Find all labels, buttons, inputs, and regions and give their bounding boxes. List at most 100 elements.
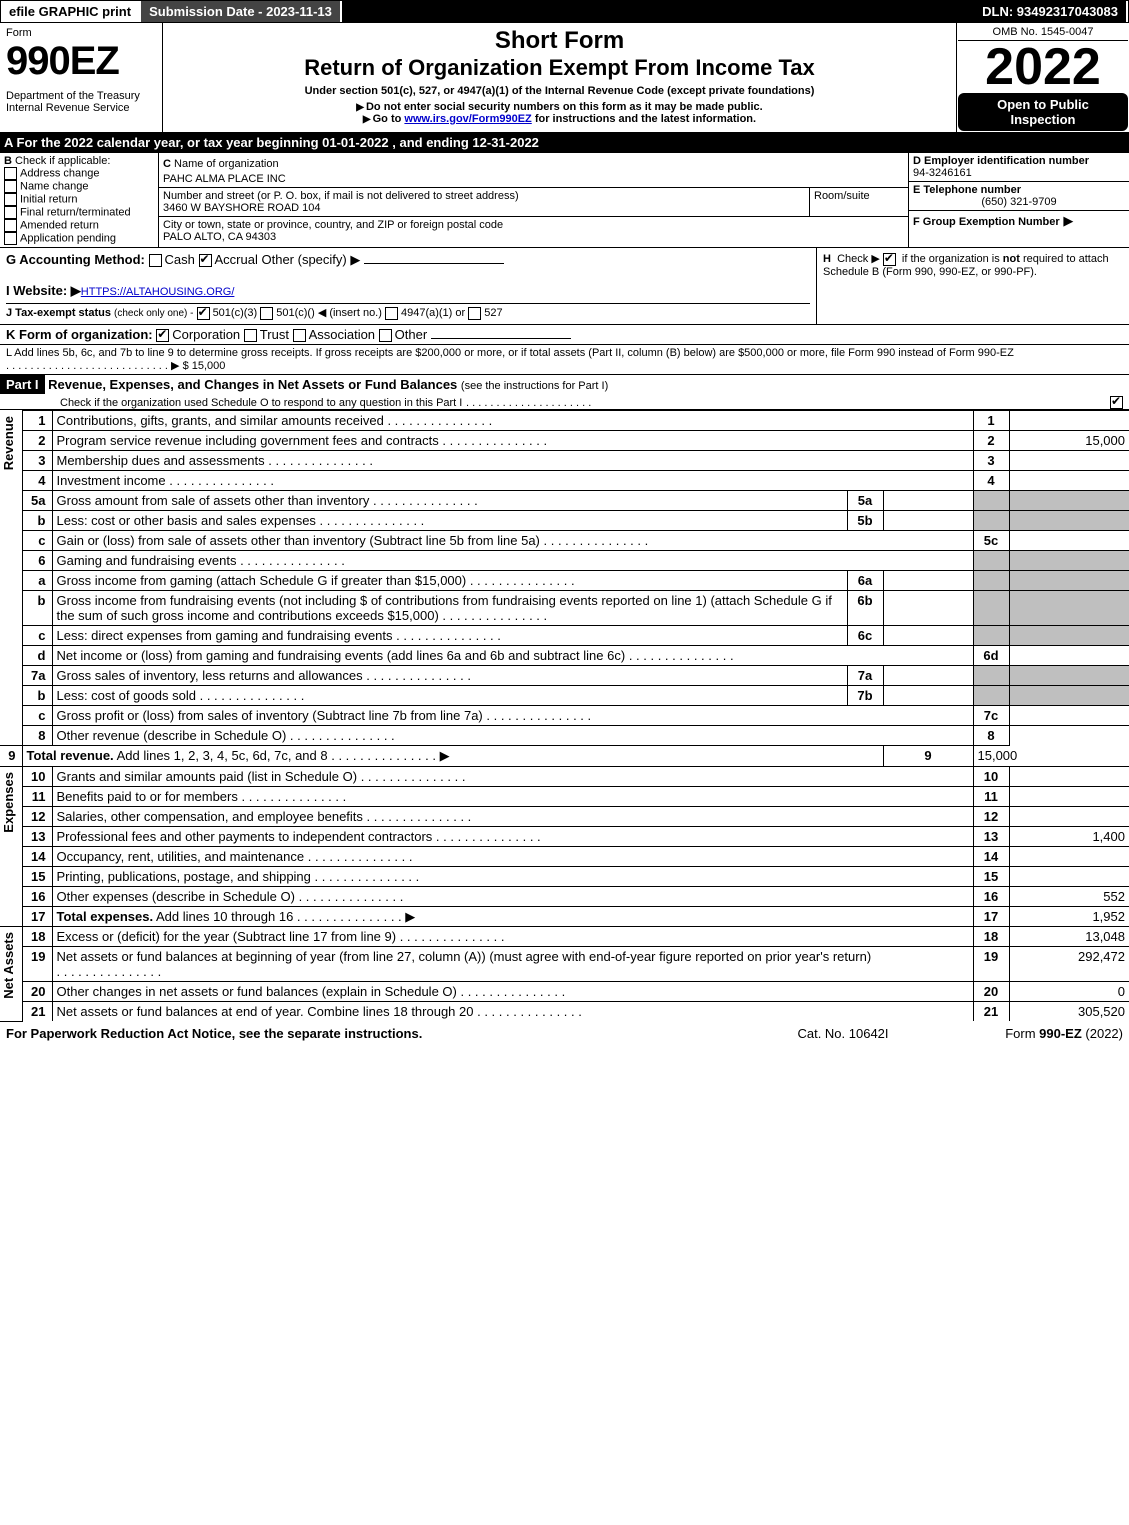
line-value: 15,000 (973, 746, 1009, 767)
j-527: 527 (484, 307, 502, 319)
j-527-checkbox[interactable] (468, 307, 481, 320)
efile-print[interactable]: efile GRAPHIC print (1, 1, 141, 22)
open-to-public: Open to Public Inspection (958, 93, 1128, 131)
line-value (1009, 471, 1129, 491)
accrual-checkbox[interactable] (199, 254, 212, 267)
line-number: 11 (22, 786, 52, 806)
sub-val (883, 686, 973, 706)
line-box: 12 (973, 806, 1009, 826)
line-text: Professional fees and other payments to … (52, 826, 973, 846)
j-501c-checkbox[interactable] (260, 307, 273, 320)
line-text: Other expenses (describe in Schedule O) … (52, 886, 973, 906)
sub-val (883, 591, 973, 626)
line-number: 20 (22, 982, 52, 1002)
line-text: Gaming and fundraising events . . . . . … (52, 551, 973, 571)
line-text: Gross sales of inventory, less returns a… (52, 666, 847, 686)
sub-box: 6c (847, 626, 883, 646)
k-trust-checkbox[interactable] (244, 329, 257, 342)
part1-label: Part I (0, 375, 45, 394)
j-501c3: 501(c)(3) (213, 307, 258, 319)
j-note: (check only one) - (114, 308, 193, 319)
b-option-checkbox[interactable] (4, 180, 17, 193)
street: 3460 W BAYSHORE ROAD 104 (163, 202, 805, 214)
accounting-block: G Accounting Method: Cash Accrual Other … (0, 248, 1129, 325)
line-text: Less: cost or other basis and sales expe… (52, 511, 847, 531)
line-number: b (22, 686, 52, 706)
line-text: Grants and similar amounts paid (list in… (52, 766, 973, 786)
line-text: Printing, publications, postage, and shi… (52, 866, 973, 886)
f-label: F Group Exemption Number (913, 216, 1060, 228)
shaded-val (1009, 511, 1129, 531)
k-other-checkbox[interactable] (379, 329, 392, 342)
line-number: 7a (22, 666, 52, 686)
line-box: 13 (973, 826, 1009, 846)
sub-box: 5b (847, 511, 883, 531)
line-value: 15,000 (1009, 431, 1129, 451)
line-box: 4 (973, 471, 1009, 491)
k-assoc-checkbox[interactable] (293, 329, 306, 342)
line-box: 20 (973, 982, 1009, 1002)
k-corp-checkbox[interactable] (156, 329, 169, 342)
expenses-section-label: Expenses (1, 768, 16, 837)
city: PALO ALTO, CA 94303 (163, 231, 904, 243)
arrow-icon (363, 113, 373, 125)
part1-check-line: Check if the organization used Schedule … (0, 397, 462, 409)
footer-form: 990-EZ (1039, 1026, 1082, 1041)
sub-val (883, 491, 973, 511)
line-text: Net assets or fund balances at end of ye… (52, 1002, 973, 1022)
line-value (1009, 726, 1129, 746)
org-name: PAHC ALMA PLACE INC (163, 173, 286, 185)
line-number: 18 (22, 927, 52, 947)
b-option-checkbox[interactable] (4, 232, 17, 245)
line-text: Net assets or fund balances at beginning… (52, 947, 973, 982)
arrow-icon (356, 101, 366, 113)
b-option-checkbox[interactable] (4, 167, 17, 180)
g-other: Other (specify) ▶ (261, 252, 360, 267)
g-accrual: Accrual (215, 252, 258, 267)
line-value (1009, 451, 1129, 471)
sub-val (883, 571, 973, 591)
footer-left: For Paperwork Reduction Act Notice, see … (6, 1026, 422, 1041)
part1-title: Revenue, Expenses, and Changes in Net As… (48, 377, 457, 392)
telephone: (650) 321-9709 (913, 196, 1125, 208)
shaded-box (973, 591, 1009, 626)
goto-label: Go to (373, 113, 405, 125)
line-table: Revenue 1Contributions, gifts, grants, a… (0, 411, 1129, 1022)
h-text1: Check ▶ (837, 253, 880, 265)
b-option-checkbox[interactable] (4, 219, 17, 232)
line-value: 552 (1009, 886, 1129, 906)
city-lbl: City or town, state or province, country… (163, 219, 904, 231)
line-value (1009, 846, 1129, 866)
street-lbl: Number and street (or P. O. box, if mail… (163, 190, 805, 202)
shaded-val (1009, 551, 1129, 571)
line-box: 9 (883, 746, 973, 767)
shaded-val (1009, 666, 1129, 686)
schedule-o-checkbox[interactable] (1110, 396, 1123, 409)
b-option-checkbox[interactable] (4, 206, 17, 219)
shaded-box (973, 511, 1009, 531)
b-option-checkbox[interactable] (4, 193, 17, 206)
line-text: Other revenue (describe in Schedule O) .… (52, 726, 973, 746)
h-checkbox[interactable] (883, 253, 896, 266)
website-link[interactable]: HTTPS://ALTAHOUSING.ORG/ (81, 286, 235, 298)
shaded-box (973, 666, 1009, 686)
line-text: Benefits paid to or for members . . . . … (52, 786, 973, 806)
j-4947-checkbox[interactable] (385, 307, 398, 320)
j-501c3-checkbox[interactable] (197, 307, 210, 320)
line-box: 19 (973, 947, 1009, 982)
line-value (1009, 866, 1129, 886)
line-number: 9 (0, 746, 22, 767)
line-text: Less: direct expenses from gaming and fu… (52, 626, 847, 646)
sub-box: 7a (847, 666, 883, 686)
line-number: 16 (22, 886, 52, 906)
j-label: J Tax-exempt status (6, 307, 111, 319)
irs-link[interactable]: www.irs.gov/Form990EZ (404, 113, 531, 125)
line-number: 15 (22, 866, 52, 886)
sub-val (883, 666, 973, 686)
cash-checkbox[interactable] (149, 254, 162, 267)
line-value: 1,952 (1009, 906, 1129, 927)
l-text: L Add lines 5b, 6c, and 7b to line 9 to … (6, 347, 1014, 359)
line-box: 17 (973, 906, 1009, 927)
line-value: 292,472 (1009, 947, 1129, 982)
line-value: 305,520 (1009, 1002, 1129, 1022)
